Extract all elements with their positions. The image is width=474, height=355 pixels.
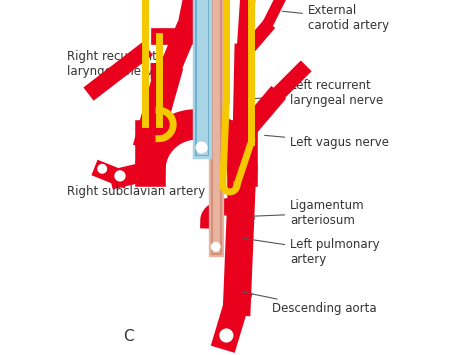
Circle shape — [211, 242, 220, 251]
Circle shape — [98, 165, 107, 173]
Circle shape — [220, 329, 233, 342]
Circle shape — [115, 171, 125, 181]
Circle shape — [196, 142, 207, 153]
Text: External
carotid artery: External carotid artery — [283, 4, 389, 32]
Text: Descending aorta: Descending aorta — [241, 292, 377, 315]
Text: C: C — [124, 329, 134, 344]
Text: Ligamentum
arteriosum: Ligamentum arteriosum — [243, 199, 365, 227]
Text: Right recurrent
laryngeal nerve: Right recurrent laryngeal nerve — [67, 50, 160, 82]
Text: Left recurrent
laryngeal nerve: Left recurrent laryngeal nerve — [243, 78, 383, 106]
Text: Left pulmonary
artery: Left pulmonary artery — [243, 238, 380, 266]
Text: Right subclavian artery: Right subclavian artery — [67, 178, 205, 198]
Text: Left vagus nerve: Left vagus nerve — [264, 135, 389, 149]
